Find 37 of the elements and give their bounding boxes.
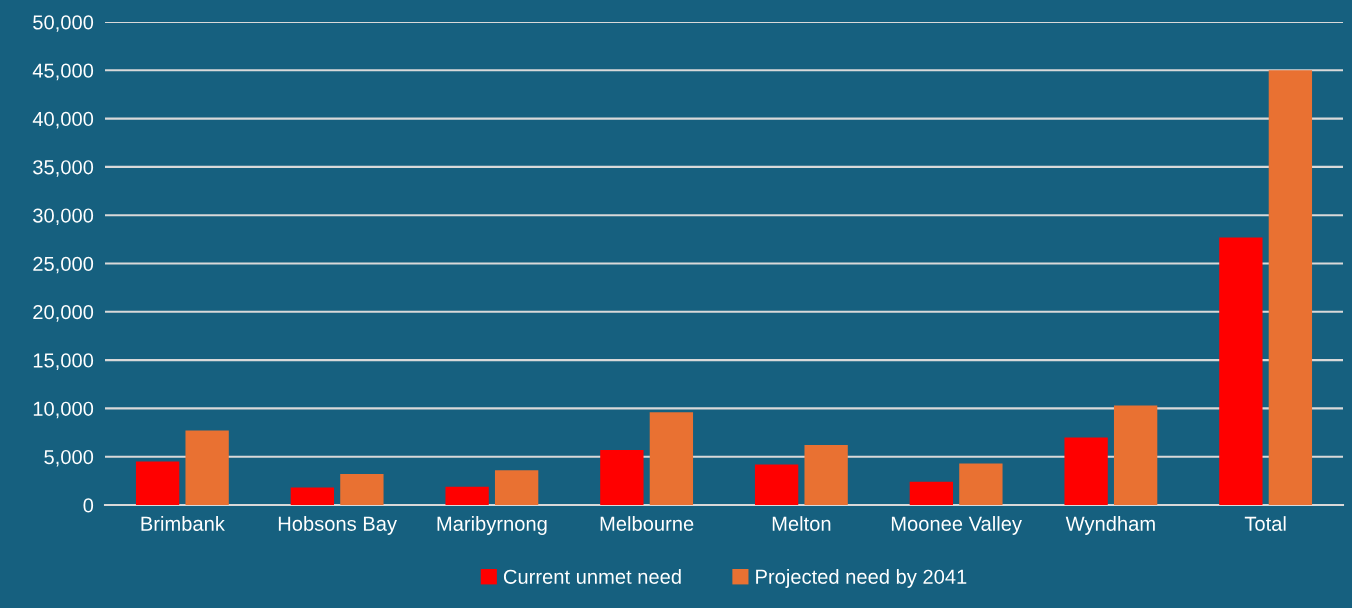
x-tick-label: Melbourne [600, 516, 694, 531]
bar [754, 464, 799, 505]
y-tick-label: 30,000 [33, 208, 94, 226]
y-tick-label: 25,000 [33, 256, 94, 274]
y-tick-label: 35,000 [33, 160, 94, 177]
y-tick-label: 5,000 [44, 449, 94, 467]
x-tick-label: Maribyrnong [437, 516, 547, 535]
x-tick-label: Total [1244, 516, 1286, 531]
bar [1219, 237, 1263, 505]
y-tick-label: 0 [83, 498, 94, 513]
x-tick-label: Melton [772, 516, 831, 531]
y-tick-label: 20,000 [33, 305, 94, 322]
bar [135, 461, 180, 505]
legend-label: Projected need by 2041 [756, 569, 967, 588]
bar [1268, 70, 1313, 505]
x-tick-label: Moonee Valley [891, 516, 1022, 535]
bar [959, 463, 1003, 505]
bar [185, 430, 229, 505]
x-tick-label: Brimbank [141, 516, 225, 531]
bar [445, 486, 489, 505]
bar [909, 481, 954, 505]
bar [1113, 405, 1158, 505]
y-tick-label: 45,000 [32, 63, 94, 81]
x-tick-label: Hobsons Bay [278, 516, 397, 535]
bar [340, 474, 384, 505]
bar [600, 449, 644, 505]
bar [804, 445, 848, 505]
y-tick-label: 50,000 [33, 15, 94, 32]
bar [290, 487, 335, 505]
bar [494, 470, 539, 505]
y-tick-label: 40,000 [32, 111, 94, 129]
bar [649, 412, 694, 505]
bar [1064, 437, 1108, 505]
x-tick-label: Wyndham [1065, 516, 1155, 535]
y-tick-label: 10,000 [33, 401, 94, 419]
legend-label: Current unmet need [503, 569, 681, 584]
y-tick-label: 15,000 [33, 353, 94, 370]
